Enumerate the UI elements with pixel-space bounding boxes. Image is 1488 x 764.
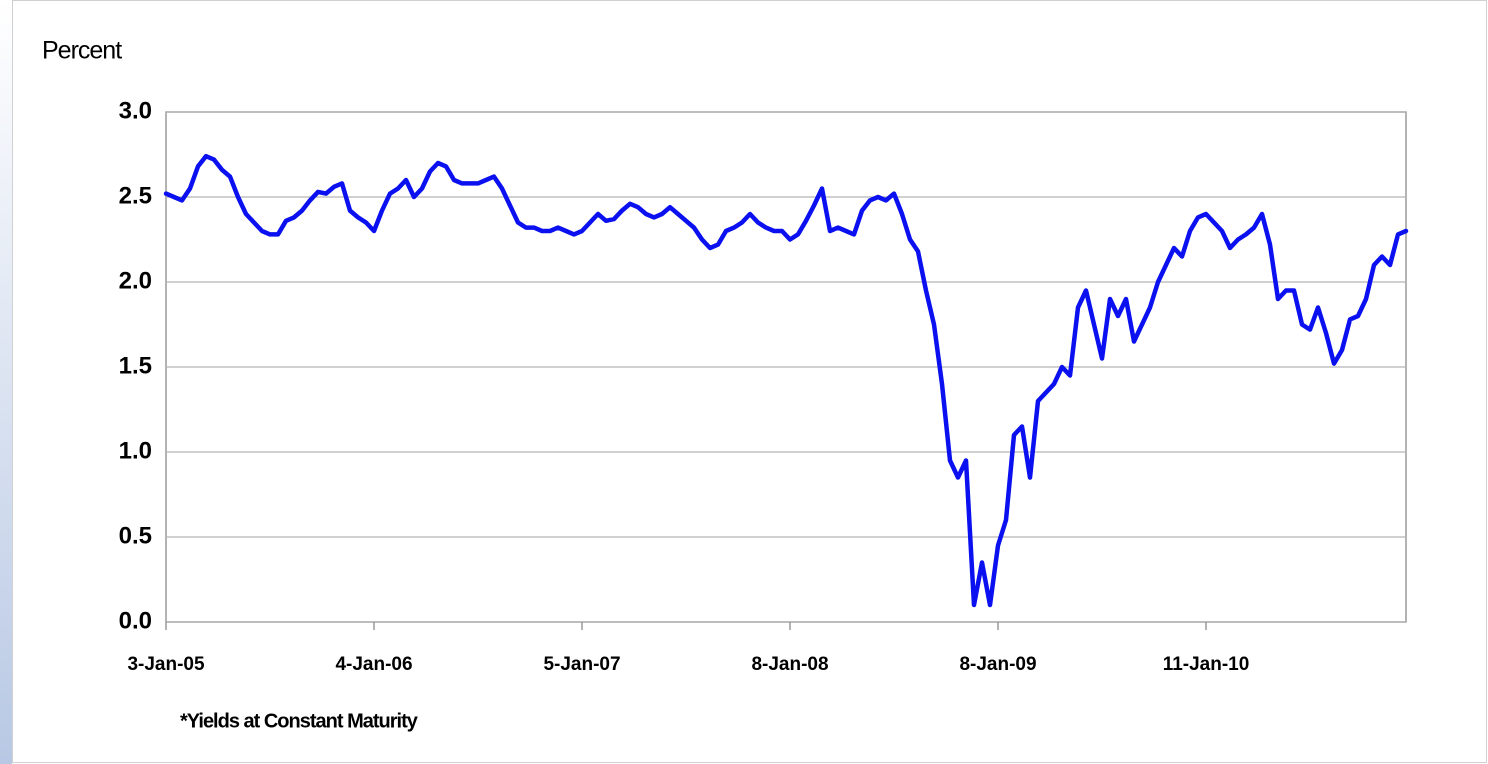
y-tick-label: 2.5 [119, 182, 152, 209]
y-tick-label: 2.0 [119, 267, 152, 294]
y-tick-label: 3.0 [119, 97, 152, 124]
footnote: *Yields at Constant Maturity [180, 710, 419, 732]
y-axis-label: Percent [42, 37, 122, 65]
y-tick-label: 0.0 [119, 607, 152, 634]
chart-frame [12, 0, 1487, 763]
x-tick-label: 3-Jan-05 [127, 654, 205, 675]
x-tick-label: 11-Jan-10 [1163, 654, 1250, 675]
y-tick-label: 0.5 [119, 522, 152, 549]
data-line [163, 153, 1409, 608]
x-tick-label: 8-Jan-08 [751, 654, 828, 675]
y-tick-label: 1.0 [119, 437, 152, 464]
x-tick-label: 4-Jan-06 [335, 654, 412, 675]
x-tick-label: 5-Jan-07 [543, 654, 620, 675]
x-tick-label: 8-Jan-09 [959, 654, 1036, 675]
slide-edge [0, 0, 12, 764]
y-tick-label: 1.5 [119, 352, 152, 379]
